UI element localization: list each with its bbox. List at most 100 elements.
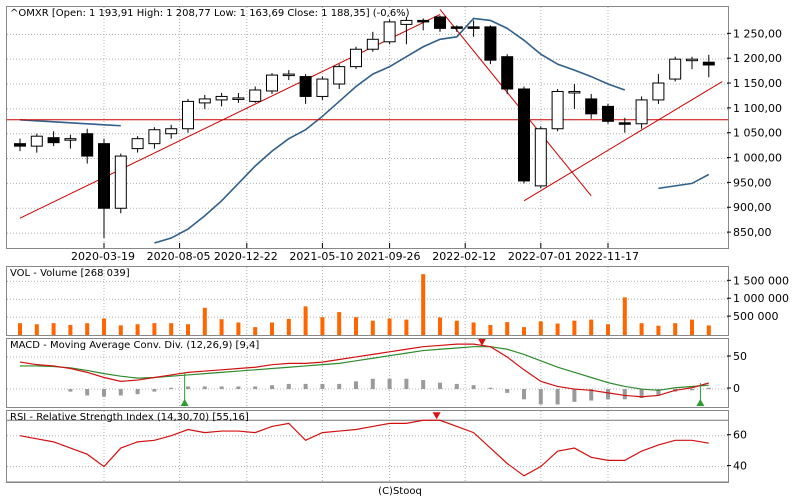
macd-histogram-bar — [370, 378, 375, 390]
volume-bar — [387, 318, 392, 335]
volume-bar — [253, 327, 258, 335]
volume-bar — [421, 274, 426, 335]
macd-histogram-bar — [639, 389, 644, 399]
volume-bar — [169, 323, 174, 335]
candle-body — [333, 66, 346, 85]
y-tick-label: 60 — [733, 429, 747, 442]
macd-histogram-bar — [656, 389, 661, 396]
volume-bar — [454, 320, 459, 335]
buy-signal-triangle — [180, 399, 189, 406]
candle-body — [249, 89, 262, 102]
macd-histogram-bar — [186, 386, 190, 390]
candle-body — [669, 58, 682, 80]
candle-body — [232, 97, 245, 100]
candle-body — [635, 99, 648, 125]
candle-body — [215, 95, 228, 101]
volume-bar — [404, 319, 409, 335]
volume-bar — [622, 297, 627, 335]
macd-histogram-bar — [589, 389, 594, 401]
moving-average-line — [658, 173, 710, 190]
y-tick-label: 50 — [733, 350, 747, 363]
macd-histogram-bar — [102, 389, 106, 397]
candle-body — [30, 135, 43, 147]
volume-bar — [286, 318, 291, 335]
macd-histogram-bar — [505, 389, 510, 393]
volume-bar — [488, 324, 493, 335]
candle-body — [568, 90, 581, 94]
macd-histogram-bar — [606, 389, 610, 400]
y-tick-label: 1 000,00 — [733, 152, 782, 165]
volume-bar — [68, 324, 73, 335]
macd-histogram-bar — [438, 382, 442, 390]
moving-average-line — [19, 118, 121, 127]
candle-body — [165, 128, 178, 135]
volume-bar — [505, 322, 510, 335]
volume-bar — [51, 323, 56, 335]
volume-bar — [135, 324, 140, 335]
volume-bar — [303, 306, 308, 335]
macd-histogram-bar — [572, 389, 577, 402]
volume-bar — [152, 323, 157, 335]
volume-bar — [522, 327, 526, 335]
price-panel-title: ^OMXR [Open: 1 193,91 High: 1 208,77 Low… — [10, 8, 410, 19]
macd-panel-title: MACD - Moving Average Conv. Div. (12,26,… — [10, 340, 260, 351]
rsi-panel: RSI - Relative Strength Index (14,30,70)… — [6, 410, 729, 483]
macd-histogram-bar — [337, 383, 342, 390]
y-tick-label: 850,00 — [733, 226, 772, 239]
y-tick-label: 40 — [733, 460, 747, 473]
macd-histogram-bar — [219, 386, 224, 390]
candle-body — [534, 128, 547, 187]
volume-bar — [656, 325, 661, 335]
macd-histogram-bar — [690, 389, 694, 391]
volume-bar — [706, 325, 711, 335]
candle-body — [434, 16, 446, 29]
volume-bar — [320, 317, 325, 335]
volume-panel: VOL - Volume [268 039] — [6, 266, 729, 336]
volume-bar — [690, 319, 694, 335]
candle-body — [366, 38, 379, 50]
y-tick-label: 900,00 — [733, 201, 772, 214]
candle-body — [131, 138, 144, 150]
volume-panel-title: VOL - Volume [268 039] — [10, 268, 130, 279]
macd-panel: MACD - Moving Average Conv. Div. (12,26,… — [6, 338, 729, 408]
volume-bar — [186, 324, 190, 335]
y-tick-label: 1 000 000 — [733, 292, 789, 305]
y-tick-label: 1 500 000 — [733, 274, 789, 287]
macd-histogram-bar — [152, 389, 157, 392]
macd-histogram-bar — [538, 389, 543, 405]
macd-histogram-bar — [471, 385, 476, 390]
macd-histogram-bar — [706, 387, 711, 390]
candle-body — [316, 78, 329, 97]
trendline — [439, 9, 592, 197]
volume-bar — [555, 323, 560, 335]
macd-histogram-bar — [303, 383, 308, 390]
candle-body — [114, 155, 127, 209]
macd-chart — [7, 339, 728, 407]
y-tick-label: 950,00 — [733, 176, 772, 189]
macd-histogram-bar — [85, 389, 90, 396]
candle-body — [686, 58, 698, 62]
volume-bar — [118, 325, 123, 335]
candle-body — [518, 88, 530, 182]
copyright-footer: (C)Stooq — [378, 486, 422, 497]
x-tick-label: 2020-12-22 — [214, 250, 278, 263]
volume-chart — [7, 267, 728, 335]
macd-histogram-bar — [522, 389, 526, 400]
moving-average-line — [154, 17, 626, 244]
candle-body — [198, 98, 211, 104]
candle-body — [450, 26, 463, 29]
candle-body — [350, 48, 362, 68]
rsi-panel-title: RSI - Relative Strength Index (14,30,70)… — [10, 412, 249, 423]
macd-histogram-bar — [68, 389, 73, 392]
candle-body — [266, 74, 278, 92]
candle-body — [551, 90, 564, 130]
candle-body — [484, 26, 497, 61]
macd-histogram-bar — [202, 386, 207, 390]
x-tick-label: 2022-07-01 — [508, 250, 572, 263]
price-chart — [7, 7, 728, 248]
volume-bar — [606, 324, 610, 335]
macd-histogram-bar — [286, 383, 291, 390]
macd-signal-line — [20, 346, 709, 391]
candle-body — [467, 26, 480, 29]
candle-body — [47, 137, 60, 144]
